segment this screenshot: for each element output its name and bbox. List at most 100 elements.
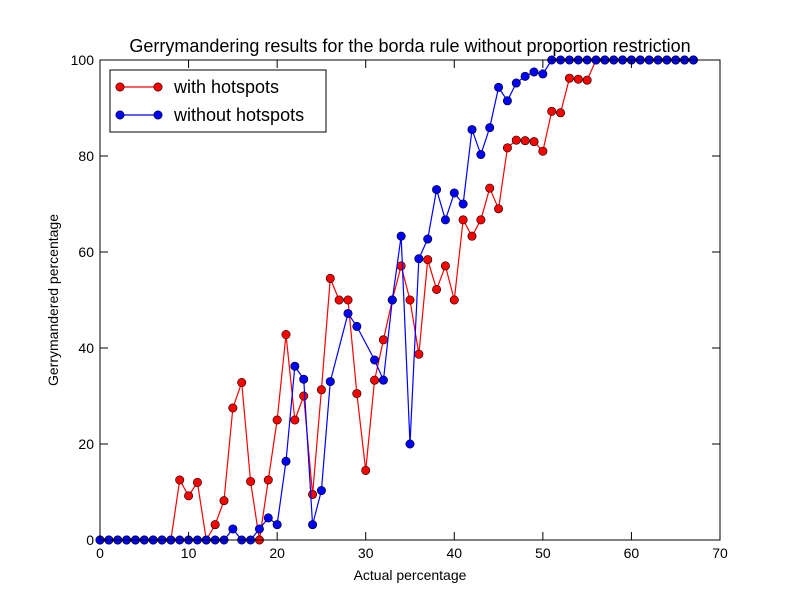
y-tick-label: 60 bbox=[78, 244, 94, 260]
data-point-with-hotspots bbox=[210, 520, 220, 530]
x-tick-label: 40 bbox=[446, 545, 462, 561]
data-point-without-hotspots bbox=[449, 188, 459, 198]
data-point-without-hotspots bbox=[529, 67, 539, 77]
data-point-with-hotspots bbox=[290, 415, 300, 425]
data-point-with-hotspots bbox=[573, 74, 583, 84]
data-point-with-hotspots bbox=[476, 215, 486, 225]
data-point-with-hotspots bbox=[520, 136, 530, 146]
data-point-without-hotspots bbox=[299, 374, 309, 384]
data-point-with-hotspots bbox=[485, 183, 495, 193]
data-point-with-hotspots bbox=[308, 489, 318, 499]
x-tick-label: 70 bbox=[712, 545, 728, 561]
data-point-with-hotspots bbox=[316, 385, 326, 395]
data-point-with-hotspots bbox=[405, 295, 415, 305]
data-point-without-hotspots bbox=[387, 295, 397, 305]
data-point-without-hotspots bbox=[325, 377, 335, 387]
data-point-with-hotspots bbox=[467, 231, 477, 241]
data-point-with-hotspots bbox=[246, 476, 256, 486]
data-point-without-hotspots bbox=[308, 520, 318, 530]
legend-marker-with-hotspots bbox=[115, 82, 125, 92]
data-point-with-hotspots bbox=[228, 403, 238, 413]
data-point-with-hotspots bbox=[343, 295, 353, 305]
data-point-without-hotspots bbox=[254, 524, 264, 534]
data-point-with-hotspots bbox=[237, 378, 247, 388]
data-point-without-hotspots bbox=[370, 355, 380, 365]
legend-marker-without-hotspots bbox=[153, 110, 163, 120]
data-point-with-hotspots bbox=[582, 75, 592, 85]
x-tick-label: 0 bbox=[96, 545, 104, 561]
data-point-with-hotspots bbox=[263, 475, 273, 485]
x-tick-label: 20 bbox=[269, 545, 285, 561]
data-point-without-hotspots bbox=[272, 520, 282, 530]
data-point-without-hotspots bbox=[538, 69, 548, 79]
data-point-with-hotspots bbox=[352, 389, 362, 399]
data-point-with-hotspots bbox=[449, 295, 459, 305]
data-point-without-hotspots bbox=[281, 456, 291, 466]
data-point-without-hotspots bbox=[511, 78, 521, 88]
data-point-with-hotspots bbox=[192, 477, 202, 487]
data-point-with-hotspots bbox=[423, 255, 433, 265]
data-point-without-hotspots bbox=[423, 234, 433, 244]
data-point-without-hotspots bbox=[228, 524, 238, 534]
x-tick-label: 30 bbox=[358, 545, 374, 561]
x-axis-label: Actual percentage bbox=[354, 567, 467, 583]
data-point-without-hotspots bbox=[476, 150, 486, 160]
y-tick-label: 0 bbox=[86, 532, 94, 548]
data-point-with-hotspots bbox=[440, 261, 450, 271]
data-point-with-hotspots bbox=[281, 330, 291, 340]
data-point-with-hotspots bbox=[529, 137, 539, 147]
data-point-with-hotspots bbox=[432, 284, 442, 294]
data-point-without-hotspots bbox=[405, 439, 415, 449]
data-point-without-hotspots bbox=[467, 125, 477, 135]
data-point-with-hotspots bbox=[325, 273, 335, 283]
data-point-with-hotspots bbox=[361, 465, 371, 475]
data-point-with-hotspots bbox=[538, 146, 548, 156]
plot-frame bbox=[99, 59, 721, 541]
data-point-without-hotspots bbox=[343, 308, 353, 318]
legend-label-without-hotspots: without hotspots bbox=[173, 105, 304, 125]
data-point-without-hotspots bbox=[458, 199, 468, 209]
data-point-without-hotspots bbox=[414, 254, 424, 264]
data-point-without-hotspots bbox=[485, 123, 495, 133]
y-tick-label: 100 bbox=[71, 52, 95, 68]
y-axis-label: Gerrymandered percentage bbox=[45, 214, 61, 386]
data-point-without-hotspots bbox=[432, 185, 442, 195]
legend-marker-with-hotspots bbox=[153, 82, 163, 92]
data-point-without-hotspots bbox=[263, 513, 273, 523]
y-tick-label: 80 bbox=[78, 148, 94, 164]
data-point-with-hotspots bbox=[458, 215, 468, 225]
data-point-without-hotspots bbox=[440, 215, 450, 225]
data-point-without-hotspots bbox=[502, 96, 512, 106]
data-point-with-hotspots bbox=[547, 106, 557, 116]
data-point-with-hotspots bbox=[299, 391, 309, 401]
data-point-without-hotspots bbox=[494, 82, 504, 92]
x-tick-label: 50 bbox=[535, 545, 551, 561]
data-point-with-hotspots bbox=[370, 375, 380, 385]
y-tick-label: 20 bbox=[78, 436, 94, 452]
x-tick-label: 60 bbox=[624, 545, 640, 561]
data-point-without-hotspots bbox=[396, 231, 406, 241]
data-point-without-hotspots bbox=[290, 361, 300, 371]
data-point-with-hotspots bbox=[556, 108, 566, 118]
data-point-with-hotspots bbox=[272, 415, 282, 425]
legend-label-with-hotspots: with hotspots bbox=[173, 77, 279, 97]
data-point-with-hotspots bbox=[414, 349, 424, 359]
x-tick-label: 10 bbox=[181, 545, 197, 561]
data-point-without-hotspots bbox=[520, 71, 530, 81]
y-tick-label: 40 bbox=[78, 340, 94, 356]
data-point-with-hotspots bbox=[219, 496, 229, 506]
data-point-with-hotspots bbox=[511, 135, 521, 145]
legend-marker-without-hotspots bbox=[115, 110, 125, 120]
data-point-with-hotspots bbox=[396, 261, 406, 271]
data-point-with-hotspots bbox=[184, 491, 194, 501]
data-point-without-hotspots bbox=[378, 375, 388, 385]
data-point-with-hotspots bbox=[378, 335, 388, 345]
legend-box bbox=[109, 69, 327, 133]
chart-title: Gerrymandering results for the borda rul… bbox=[129, 36, 690, 56]
data-point-with-hotspots bbox=[334, 295, 344, 305]
data-point-with-hotspots bbox=[564, 73, 574, 83]
data-point-with-hotspots bbox=[175, 475, 185, 485]
data-point-without-hotspots bbox=[352, 321, 362, 331]
